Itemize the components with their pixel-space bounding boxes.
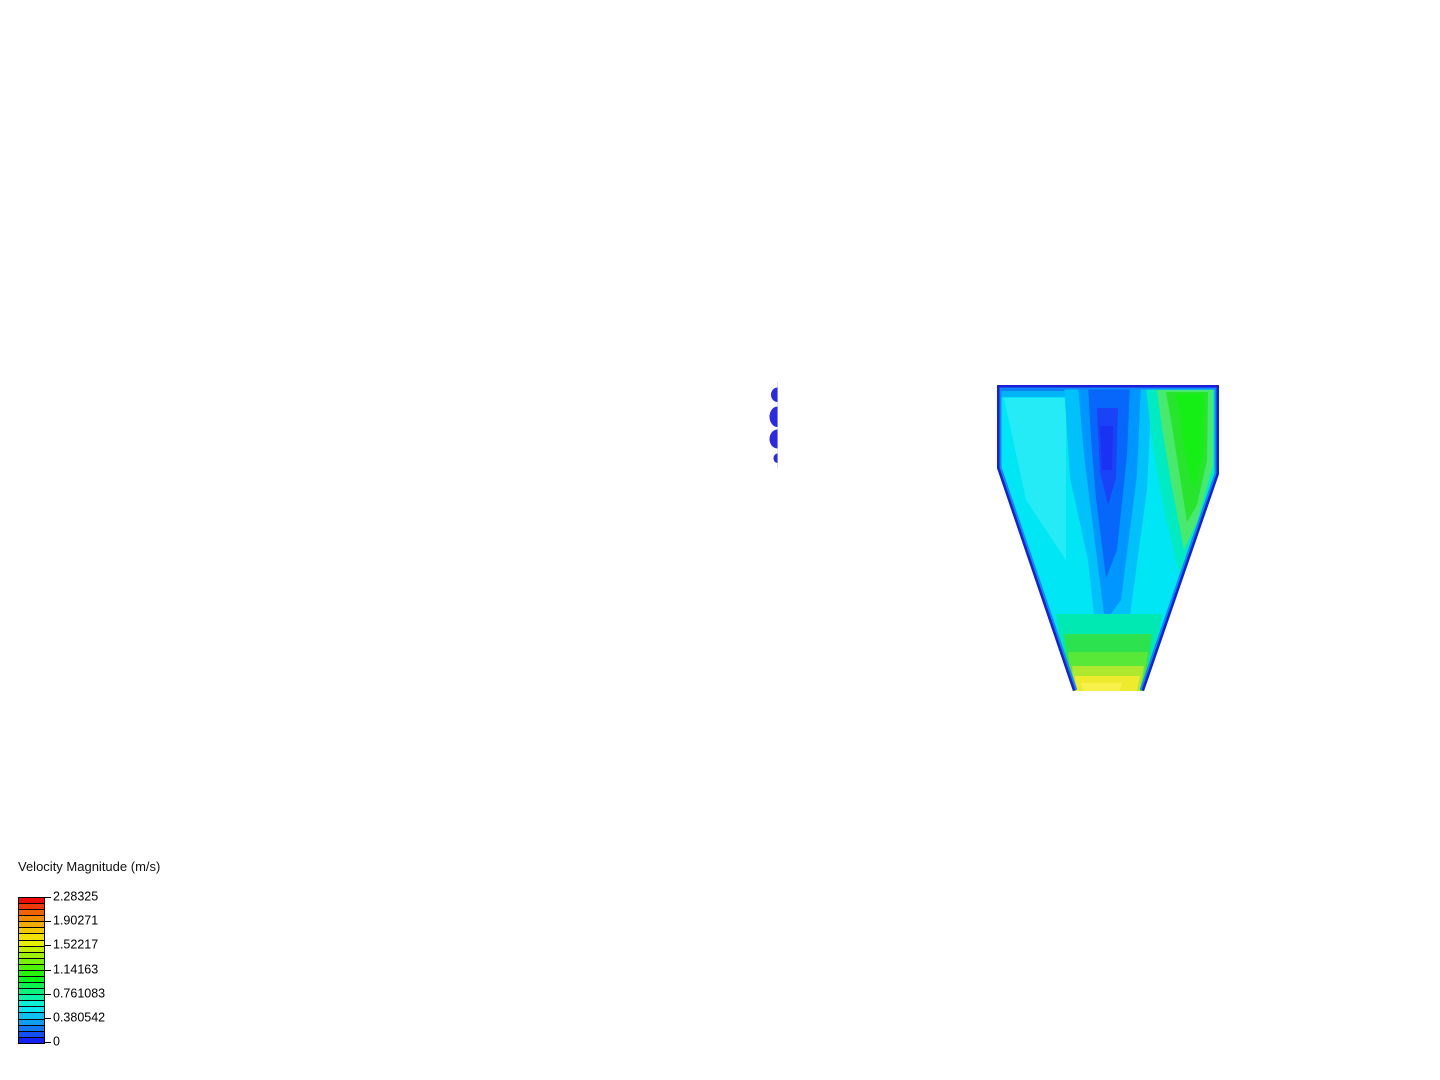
colorbar-tick-label: 0 [53,1034,60,1049]
colorbar-band [19,939,44,946]
fragment-blob [769,406,778,427]
colorbar-band [19,898,44,904]
colorbar-tick-label: 2.28325 [53,889,99,904]
colorbar-band [19,1012,44,1019]
colorbar-tick-mark [44,945,51,947]
colorbar-band [19,982,44,989]
colorbar-band [19,1018,44,1025]
colorbar-band [19,933,44,940]
colorbar-tick-label: 1.14163 [53,962,99,977]
fragment-blob [771,387,778,402]
colorbar-tick-label: 0.761083 [53,986,106,1001]
colorbar-legend: Velocity Magnitude (m/s) 2.28325 1.90271 1… [17,859,237,1059]
colorbar-band [19,969,44,977]
colorbar-tick-mark [44,897,51,898]
colorbar-band [19,921,44,928]
colorbar-band [19,988,44,995]
colorbar-tick-mark [44,1042,51,1043]
colorbar-tick-mark [44,969,51,971]
velocity-contour-funnel [997,385,1219,691]
colorbar-tick-label: 1.90271 [53,913,99,928]
contour-region-right-bright-green [1175,394,1204,488]
colorbar-band [19,927,44,934]
fragment-blob [769,429,778,449]
colorbar [18,897,45,1044]
colorbar-band [19,1036,44,1043]
contour-region-left-light-cyan [1004,398,1066,560]
colorbar-tick-label: 0.380542 [53,1010,106,1025]
legend-title: Velocity Magnitude (m/s) [18,859,161,874]
colorbar-tick-label: 1.52217 [53,938,99,953]
colorbar-band [19,963,44,970]
funnel-wall-edge [997,385,1219,691]
colorbar-band [19,945,44,952]
fragment-blob [773,453,778,463]
distant-geometry-fragment [769,382,778,468]
contour-region-outlet-bright-yellow [1081,683,1122,691]
colorbar-band [19,1006,44,1013]
colorbar-band [19,1000,44,1007]
colorbar-band [19,909,44,916]
colorbar-tick-mark [44,993,51,995]
colorbar-band [19,957,44,964]
colorbar-tick-mark [44,921,51,923]
contour-region-core-darkest [1100,426,1113,470]
colorbar-band [19,915,44,922]
colorbar-band [19,1030,44,1037]
colorbar-band [19,1024,44,1031]
colorbar-band [19,976,44,983]
colorbar-tick-mark [44,1017,51,1019]
colorbar-band [19,994,44,1001]
colorbar-band [19,903,44,910]
colorbar-band [19,951,44,958]
